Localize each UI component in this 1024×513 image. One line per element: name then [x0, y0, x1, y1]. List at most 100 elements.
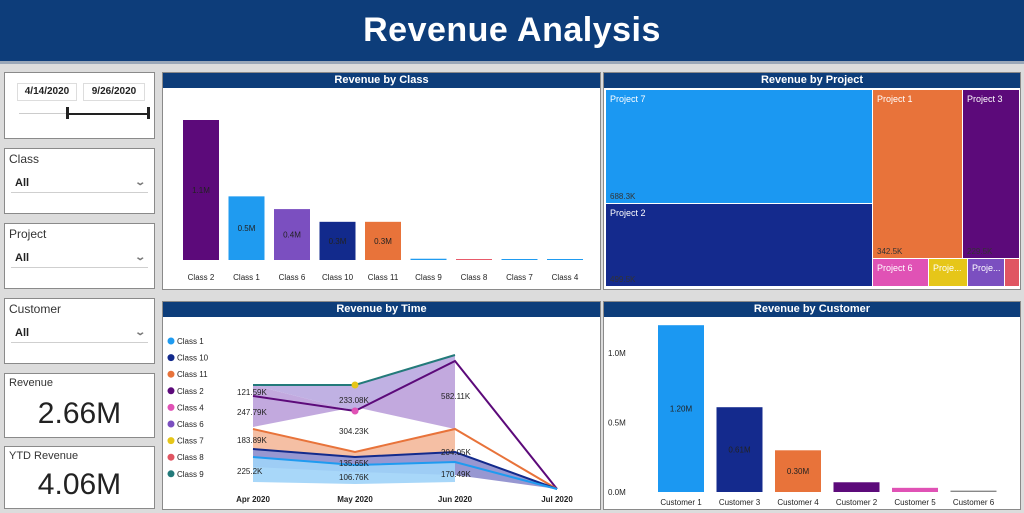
class-bar	[228, 196, 265, 260]
treemap-tile[interactable]: Proje...	[929, 259, 967, 286]
treemap-tile-value: 342.5K	[877, 247, 903, 256]
legend-marker	[167, 354, 175, 362]
time-data-label: 121.59K	[237, 388, 267, 397]
time-data-label: 233.08K	[339, 396, 369, 405]
customer-y-tick: 0.0M	[608, 488, 626, 497]
customer-tick-label: Customer 4	[777, 498, 819, 507]
treemap-tile[interactable]: Project 2 499.5K	[606, 204, 872, 286]
legend-label: Class 6	[177, 420, 204, 429]
time-tick-label: Jun 2020	[438, 495, 473, 504]
legend-label: Class 2	[177, 387, 204, 396]
revenue-kpi-value: 2.66M	[37, 397, 122, 430]
ytd-revenue-kpi-value: 4.06M	[37, 468, 122, 501]
class-tick-label: Class 1	[233, 273, 260, 282]
class-bar-label: 0.5M	[238, 224, 256, 233]
project-slicer: Project All ⌄	[4, 223, 155, 289]
line-class-11	[252, 427, 558, 490]
area-class-6	[253, 355, 455, 411]
time-data-label: 247.79K	[237, 408, 267, 417]
time-data-label: 225.2K	[237, 467, 263, 476]
class-slicer-title: Class	[9, 152, 40, 166]
treemap-tile[interactable]: Project 6	[873, 259, 928, 286]
class-slicer: Class All ⌄	[4, 148, 155, 214]
treemap-tile[interactable]	[1005, 259, 1019, 286]
panel-title: Revenue by Time	[163, 302, 600, 317]
line-class-10	[252, 448, 558, 490]
class-tick-label: Class 10	[322, 273, 354, 282]
class-dropdown[interactable]: All ⌄	[11, 173, 148, 193]
legend-label: Class 1	[177, 337, 204, 346]
legend-marker	[167, 370, 175, 378]
customer-bar	[950, 490, 997, 492]
project-dropdown[interactable]: All ⌄	[11, 248, 148, 268]
customer-bar	[892, 487, 938, 492]
class-bar-label: 0.4M	[283, 231, 301, 240]
customer-slicer: Customer All ⌄	[4, 298, 155, 364]
class-dropdown-value: All	[15, 176, 30, 189]
class-bar-label: 0.3M	[374, 237, 392, 246]
treemap-tile[interactable]: Proje...	[968, 259, 1004, 286]
ytd-revenue-kpi-title: YTD Revenue	[9, 450, 79, 462]
class-tick-label: Class 9	[415, 273, 442, 282]
revenue-by-project-panel: Revenue by Project Project 7 688.3K Projec…	[603, 72, 1021, 290]
legend-marker	[167, 403, 175, 411]
header-bar: Revenue Analysis	[0, 0, 1024, 64]
treemap-tile-label: Project 6	[877, 263, 913, 273]
date-slicer[interactable]: 4/14/2020 9/26/2020	[4, 72, 155, 139]
data-point-class-4	[351, 407, 359, 415]
class-bar	[501, 259, 538, 260]
treemap-tile-label: Proje...	[933, 263, 962, 273]
customer-dropdown-value: All	[15, 326, 30, 339]
customer-dropdown[interactable]: All ⌄	[11, 323, 148, 343]
revenue-kpi-card: Revenue 2.66M	[4, 373, 155, 438]
class-bar	[319, 221, 356, 260]
legend-marker	[167, 470, 175, 478]
class-bar	[547, 259, 583, 260]
customer-tick-label: Customer 5	[894, 498, 936, 507]
date-slider-range	[67, 113, 149, 115]
line-class-1	[252, 456, 558, 490]
treemap-tile-value: 688.3K	[610, 192, 636, 201]
end-date-field[interactable]: 9/26/2020	[83, 83, 145, 101]
legend-label: Class 11	[177, 370, 208, 379]
project-slicer-title: Project	[9, 227, 47, 241]
customer-bar-label: 1.20M	[670, 405, 693, 414]
treemap-tile[interactable]: Project 3 229.5K	[963, 90, 1019, 258]
customer-bar	[716, 407, 763, 492]
treemap-tile-label: Proje...	[972, 263, 1001, 273]
customer-bar	[658, 325, 704, 492]
data-point-class-7	[351, 381, 359, 389]
time-data-label: 582.11K	[441, 392, 471, 401]
revenue-by-project-treemap: Project 7 688.3K Project 2 499.5K Project 1 3…	[604, 88, 1020, 289]
class-bar	[365, 221, 401, 260]
legend-marker	[167, 337, 175, 345]
legend-marker	[167, 453, 175, 461]
date-slider-start-handle[interactable]	[66, 107, 69, 119]
panel-title: Revenue by Customer	[604, 302, 1020, 317]
class-bar-label: 1.1M	[192, 186, 210, 195]
page-title: Revenue Analysis	[363, 11, 661, 49]
treemap-tile[interactable]: Project 1 342.5K	[873, 90, 962, 258]
customer-slicer-title: Customer	[9, 302, 62, 316]
time-data-label: 170.49K	[441, 470, 471, 479]
legend-marker	[167, 387, 175, 395]
start-date-field[interactable]: 4/14/2020	[17, 83, 77, 101]
revenue-kpi-title: Revenue	[9, 377, 54, 389]
revenue-by-class-chart: 1.1M Class 2 0.5M Class 1 0.4M Class 6 0.3M Cla…	[183, 120, 583, 282]
customer-bar	[833, 482, 880, 492]
customer-tick-label: Customer 6	[953, 498, 995, 507]
customer-bar-label: 0.30M	[787, 467, 810, 476]
class-tick-label: Class 8	[461, 273, 488, 282]
treemap-tile[interactable]: Project 7 688.3K	[606, 90, 872, 203]
treemap-tile-label: Project 3	[967, 94, 1003, 104]
customer-tick-label: Customer 3	[719, 498, 761, 507]
chevron-down-icon: ⌄	[133, 177, 146, 188]
date-slider-end-handle[interactable]	[147, 107, 150, 119]
treemap-tile-value: 499.5K	[610, 275, 636, 284]
treemap-tile-label: Project 1	[877, 94, 913, 104]
legend-marker	[167, 437, 175, 445]
panel-title: Revenue by Project	[604, 73, 1020, 88]
time-tick-label: Jul 2020	[541, 495, 573, 504]
